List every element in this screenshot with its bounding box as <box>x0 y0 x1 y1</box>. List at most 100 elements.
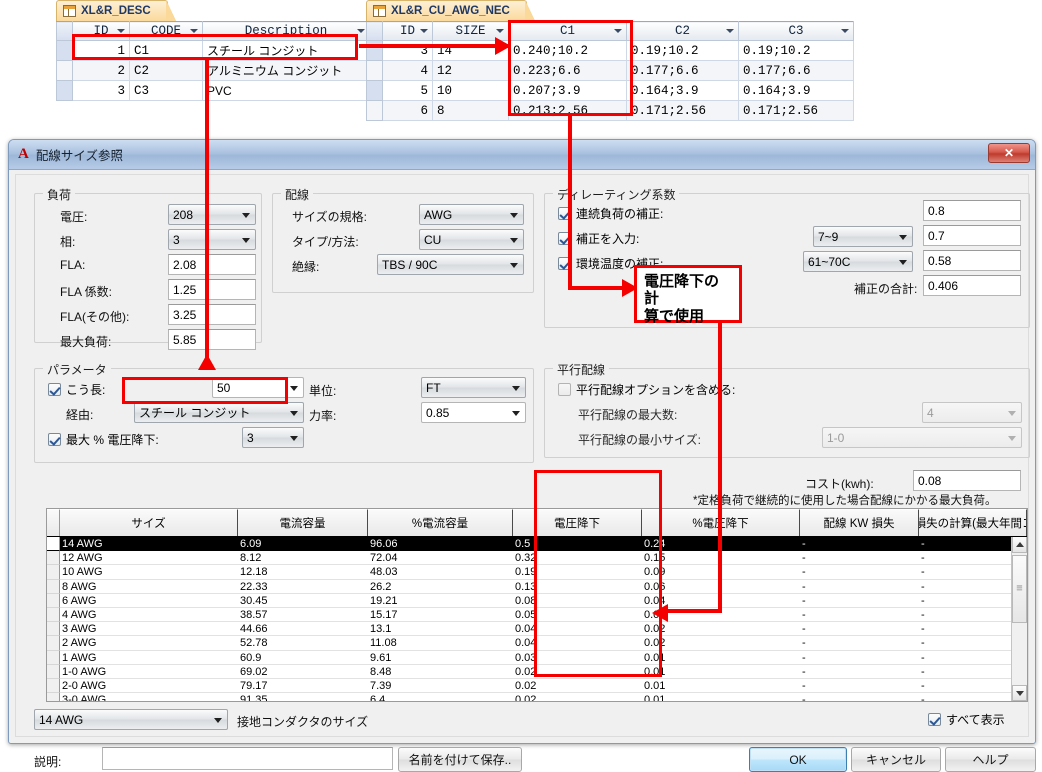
chevron-down-icon[interactable] <box>117 29 125 33</box>
table-row[interactable]: 3-0 AWG 91.35 6.4 0.02 0.01- - <box>47 693 1011 701</box>
cost-field[interactable]: 0.08 <box>913 470 1021 491</box>
cell-6[interactable]: - <box>919 580 1011 594</box>
unit-select[interactable]: FT <box>421 377 526 398</box>
column-header-ampacity[interactable]: 電流容量 <box>238 509 368 536</box>
results-scrollbar[interactable] <box>1011 537 1027 701</box>
cell-2[interactable]: 96.06 <box>368 537 513 552</box>
cell-0[interactable]: 10 AWG <box>60 565 238 580</box>
cell-size[interactable]: 10 <box>432 80 509 101</box>
column-header-description[interactable]: Description <box>202 21 370 41</box>
max-vdrop-checkbox[interactable]: 最大 % 電圧降下: <box>48 431 159 448</box>
cell-1[interactable]: 69.02 <box>238 665 368 679</box>
column-header-pct-ampacity[interactable]: %電流容量 <box>368 509 513 536</box>
cell-c2[interactable]: 0.177;6.6 <box>626 60 739 81</box>
cell-2[interactable]: 19.21 <box>368 594 513 608</box>
cell-0[interactable]: 2 AWG <box>60 636 238 651</box>
row-selector[interactable] <box>47 551 60 566</box>
cell-size[interactable]: 12 <box>432 60 509 81</box>
cell-6[interactable]: - <box>919 679 1011 694</box>
chevron-down-icon[interactable] <box>420 29 428 33</box>
table-row[interactable]: 4 12 0.223;6.6 0.177;6.6 0.177;6.6 <box>366 60 854 81</box>
length-checkbox[interactable]: こう長: <box>48 381 105 398</box>
chevron-down-icon[interactable] <box>190 29 198 33</box>
cell-1[interactable]: 38.57 <box>238 608 368 623</box>
max-vdrop-select[interactable]: 3 <box>242 427 304 448</box>
row-selector[interactable] <box>47 593 60 608</box>
cell-id[interactable]: 4 <box>382 60 433 81</box>
row-selector[interactable] <box>56 60 73 81</box>
results-grid-body[interactable]: 14 AWG 6.09 96.06 0.5 0.24- -12 AWG 8.12 72.04 0… <box>47 537 1011 701</box>
cell-description[interactable]: スチール コンジット <box>202 40 370 61</box>
cell-description[interactable]: PVC <box>202 80 370 101</box>
cell-2[interactable]: 26.2 <box>368 580 513 594</box>
cell-4[interactable]: 0.02 <box>642 622 800 637</box>
cell-2[interactable]: 48.03 <box>368 565 513 580</box>
enter-correction-checkbox[interactable]: 補正を入力: <box>558 230 639 247</box>
save-as-button[interactable]: 名前を付けて保存.. <box>398 747 522 772</box>
insulation-select[interactable]: TBS / 90C <box>377 254 524 275</box>
cell-5[interactable]: - <box>800 608 919 623</box>
cell-5[interactable]: - <box>800 551 919 566</box>
row-selector[interactable] <box>47 650 60 665</box>
max-parallel-count-select[interactable]: 4 <box>922 402 1022 423</box>
cell-description[interactable]: アルミニウム コンジット <box>202 60 370 81</box>
cell-5[interactable]: - <box>800 636 919 651</box>
cell-4[interactable]: 0.06 <box>642 580 800 594</box>
cell-4[interactable]: 0.01 <box>642 693 800 701</box>
cell-id[interactable]: 6 <box>382 100 433 121</box>
cell-4[interactable]: 0.24 <box>642 537 800 552</box>
cell-1[interactable]: 44.66 <box>238 622 368 637</box>
cell-0[interactable]: 1 AWG <box>60 651 238 665</box>
cell-id[interactable]: 1 <box>72 40 130 61</box>
cell-6[interactable]: - <box>919 651 1011 665</box>
cell-6[interactable]: - <box>919 594 1011 608</box>
cell-code[interactable]: C3 <box>129 80 203 101</box>
cell-0[interactable]: 4 AWG <box>60 608 238 623</box>
row-selector[interactable] <box>47 664 60 679</box>
scroll-up-icon[interactable] <box>1012 537 1027 553</box>
column-header-size[interactable]: SIZE <box>432 21 509 41</box>
table-row[interactable]: 4 AWG 38.57 15.17 0.05 0.02- - <box>47 607 1011 623</box>
cell-size[interactable]: 8 <box>432 100 509 121</box>
ambient-temp-select[interactable]: 61~70C <box>803 251 913 272</box>
cell-4[interactable]: 0.01 <box>642 651 800 665</box>
cell-5[interactable]: - <box>800 594 919 608</box>
cell-4[interactable]: 0.01 <box>642 679 800 694</box>
cell-0[interactable]: 12 AWG <box>60 551 238 566</box>
cell-c2[interactable]: 0.19;10.2 <box>626 40 739 61</box>
table-tab-xlr-cu-awg-nec[interactable]: XL&R_CU_AWG_NEC <box>366 0 527 21</box>
cell-6[interactable]: - <box>919 622 1011 637</box>
cell-4[interactable]: 0.09 <box>642 565 800 580</box>
cell-2[interactable]: 9.61 <box>368 651 513 665</box>
column-header-id[interactable]: ID <box>382 21 433 41</box>
cell-3[interactable]: 0.02 <box>513 679 642 694</box>
table-row[interactable]: 8 AWG 22.33 26.2 0.13 0.06- - <box>47 579 1011 594</box>
column-header-c2[interactable]: C2 <box>626 21 739 41</box>
phase-select[interactable]: 3 <box>168 229 256 250</box>
row-selector[interactable] <box>47 607 60 623</box>
row-selector[interactable] <box>47 579 60 594</box>
row-selector[interactable] <box>56 80 73 101</box>
cell-5[interactable]: - <box>800 565 919 580</box>
table-row[interactable]: 2 AWG 52.78 11.08 0.04 0.02- - <box>47 636 1011 651</box>
row-select-header[interactable] <box>56 21 73 41</box>
cell-3[interactable]: 0.19 <box>513 565 642 580</box>
enter-correction-field[interactable]: 0.7 <box>923 225 1021 246</box>
chevron-down-icon[interactable] <box>357 29 365 33</box>
cell-1[interactable]: 12.18 <box>238 565 368 580</box>
fla-other-field[interactable]: 3.25 <box>168 304 256 325</box>
cell-3[interactable]: 0.02 <box>513 665 642 679</box>
cell-id[interactable]: 5 <box>382 80 433 101</box>
power-factor-select[interactable]: 0.85 <box>421 402 526 423</box>
table-row[interactable]: 2 C2 アルミニウム コンジット <box>56 60 370 81</box>
cell-c3[interactable]: 0.177;6.6 <box>738 60 854 81</box>
table-row[interactable]: 1 AWG 60.9 9.61 0.03 0.01- - <box>47 650 1011 665</box>
cell-3[interactable]: 0.04 <box>513 636 642 651</box>
cell-1[interactable]: 52.78 <box>238 636 368 651</box>
cell-0[interactable]: 14 AWG <box>60 537 238 552</box>
ambient-temp-field[interactable]: 0.58 <box>923 250 1021 271</box>
continuous-load-checkbox[interactable]: 連続負荷の補正: <box>558 205 663 222</box>
continuous-load-field[interactable]: 0.8 <box>923 200 1021 221</box>
cell-c2[interactable]: 0.164;3.9 <box>626 80 739 101</box>
cell-4[interactable]: 0.01 <box>642 665 800 679</box>
